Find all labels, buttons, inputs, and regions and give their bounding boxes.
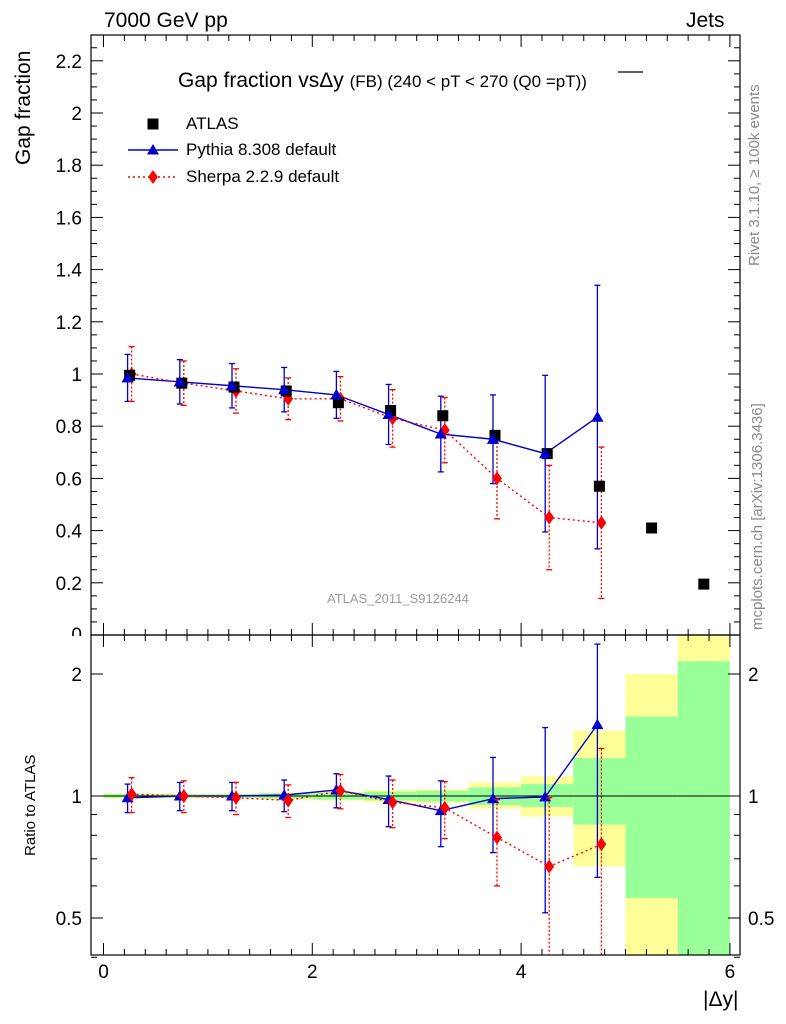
main-y-tick-label: 0.8: [56, 417, 82, 438]
atlas-main-point: [124, 369, 136, 381]
atlas-main-point: [646, 522, 658, 534]
ratio-band-green-10: [625, 716, 678, 899]
sherpa-ratio-point: [335, 783, 346, 798]
pythia-ratio-line: [127, 724, 598, 812]
legend-label-pythia: Pythia 8.308 default: [186, 140, 337, 159]
ratio-plot-frame: [90, 634, 741, 956]
sherpa-ratio-point: [178, 789, 189, 803]
legend-label-atlas: ATLAS: [186, 114, 239, 133]
pythia-ratio-point: [591, 718, 604, 730]
sherpa-ratio-point: [283, 793, 294, 808]
zero-label-clip: [60, 636, 85, 646]
main-y-tick-label: 1: [71, 365, 82, 386]
ratio-y-tick-label-right: 1: [748, 787, 759, 808]
pythia-main-point-top: [173, 375, 186, 387]
sherpa-main-line: [131, 373, 602, 524]
main-y-tick-label: 2: [71, 104, 82, 125]
main-y-tick-label: 0.2: [56, 574, 82, 595]
pythia-main-point-top: [278, 383, 291, 395]
chart-title-main: Gap fraction vsΔy: [178, 69, 344, 92]
pythia-main-point-top: [434, 428, 447, 439]
main-y-tick-label: 2.2: [56, 52, 82, 73]
ratio-y-tick-label-left: 2: [71, 665, 82, 686]
atlas-main-point: [385, 405, 397, 417]
ratio-y-tick-label-left: 0.5: [56, 909, 82, 930]
pythia-main-point-top: [591, 411, 604, 422]
sherpa-main-point: [544, 510, 555, 525]
pythia-main-point-top: [226, 379, 238, 391]
pythia-main-point-top: [539, 447, 552, 459]
x-tick-label: 4: [516, 962, 527, 983]
atlas-main-point: [489, 429, 501, 441]
sherpa-ratio-line: [131, 790, 602, 868]
x-tick-label: 6: [725, 962, 736, 983]
legend-label-sherpa: Sherpa 2.2.9 default: [186, 167, 340, 186]
ratio-y-tick-label-right: 2: [748, 665, 759, 686]
x-tick-label: 2: [307, 962, 318, 983]
pythia-ratio-point: [539, 790, 552, 802]
atlas-main-point: [593, 480, 605, 492]
sherpa-ratio-point: [544, 859, 555, 874]
pythia-main-point-top: [121, 371, 134, 383]
pythia-main-point-top: [330, 388, 343, 400]
sherpa-ratio-point: [596, 837, 607, 852]
main-y-tick-label: 1.6: [56, 208, 82, 229]
main-y-tick-label: 1.4: [56, 261, 83, 282]
header-left: 7000 GeV pp: [104, 9, 228, 32]
sherpa-ratio-point: [231, 790, 241, 805]
pythia-main-line: [127, 377, 598, 455]
chart-title: Gap fraction vsΔy (FB) (240 < pT < 270 (…: [178, 69, 587, 93]
main-y-tick-label: 0.4: [56, 522, 83, 543]
main-y-tick-label: 1.2: [56, 313, 82, 334]
main-plot-frame: [90, 34, 741, 636]
legend-marker-pythia: [147, 144, 159, 155]
sherpa-main-point: [492, 471, 502, 486]
x-axis-label: |Δy|: [703, 988, 739, 1011]
sherpa-ratio-point: [387, 795, 398, 810]
chart-title-detail: (FB) (240 < pT < 270 (Q0 =pT)): [349, 72, 587, 91]
atlas-main-point: [332, 397, 344, 409]
legend-marker-sherpa: [148, 170, 158, 184]
sherpa-ratio-point: [439, 800, 450, 815]
sherpa-ratio-point: [126, 787, 137, 802]
sherpa-ratio-point: [492, 830, 502, 845]
main-y-tick-label: 0.6: [56, 469, 82, 490]
x-tick-label: 0: [98, 962, 109, 983]
pythia-main-point-top: [382, 408, 395, 419]
atlas-main-point: [437, 410, 449, 422]
ratio-band-green-9: [573, 758, 626, 825]
header-right: Jets: [686, 9, 725, 32]
main-y-tick-label-zero: 0: [71, 625, 82, 646]
sherpa-main-point: [596, 515, 607, 530]
pythia-main-point-top: [487, 433, 499, 444]
main-y-tick-label: 1.8: [56, 156, 82, 177]
pythia-ratio-point: [487, 792, 499, 804]
ratio-y-tick-label-left: 1: [71, 787, 82, 808]
ratio-y-tick-label-right: 0.5: [748, 909, 774, 930]
ratio-band-green-11: [677, 661, 730, 955]
analysis-watermark: ATLAS_2011_S9126244: [327, 591, 469, 606]
atlas-main-point: [698, 578, 710, 590]
legend-marker-atlas: [147, 118, 159, 130]
